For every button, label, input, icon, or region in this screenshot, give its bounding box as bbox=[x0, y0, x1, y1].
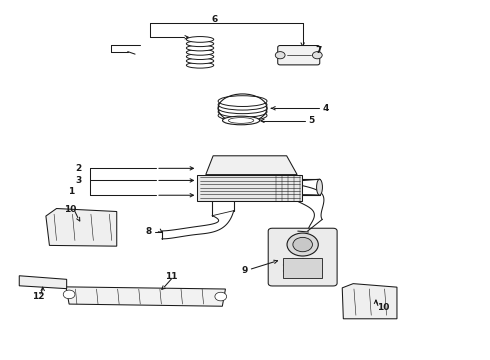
Text: 2: 2 bbox=[76, 164, 82, 173]
Ellipse shape bbox=[228, 118, 254, 123]
Ellipse shape bbox=[186, 62, 214, 68]
Text: 9: 9 bbox=[242, 266, 248, 275]
Ellipse shape bbox=[218, 96, 267, 107]
Bar bbox=[283, 258, 322, 278]
Ellipse shape bbox=[218, 103, 267, 114]
Text: 6: 6 bbox=[212, 15, 218, 24]
Ellipse shape bbox=[215, 292, 227, 301]
FancyBboxPatch shape bbox=[278, 45, 320, 65]
Text: 10: 10 bbox=[64, 205, 76, 214]
Ellipse shape bbox=[218, 107, 267, 117]
Text: 3: 3 bbox=[76, 176, 82, 185]
Ellipse shape bbox=[186, 45, 214, 51]
Ellipse shape bbox=[186, 49, 214, 55]
Text: 8: 8 bbox=[145, 227, 151, 236]
Text: 1: 1 bbox=[68, 187, 74, 196]
Ellipse shape bbox=[275, 51, 285, 59]
Polygon shape bbox=[19, 276, 67, 289]
Ellipse shape bbox=[186, 58, 214, 64]
Ellipse shape bbox=[313, 51, 322, 59]
Ellipse shape bbox=[186, 54, 214, 59]
Text: 12: 12 bbox=[31, 292, 44, 301]
Text: 11: 11 bbox=[166, 271, 178, 280]
Ellipse shape bbox=[63, 290, 75, 299]
Ellipse shape bbox=[293, 237, 313, 252]
Ellipse shape bbox=[317, 179, 322, 195]
Ellipse shape bbox=[218, 110, 267, 121]
Text: 4: 4 bbox=[322, 104, 329, 113]
Bar bbox=[197, 175, 302, 201]
Ellipse shape bbox=[222, 116, 260, 125]
Text: 5: 5 bbox=[308, 116, 314, 125]
FancyBboxPatch shape bbox=[268, 228, 337, 286]
Ellipse shape bbox=[186, 37, 214, 42]
Polygon shape bbox=[342, 284, 397, 319]
Text: 10: 10 bbox=[377, 303, 389, 312]
Text: 7: 7 bbox=[315, 46, 321, 55]
Polygon shape bbox=[66, 287, 225, 306]
Ellipse shape bbox=[287, 233, 318, 256]
Polygon shape bbox=[46, 208, 117, 246]
Polygon shape bbox=[206, 156, 297, 175]
Ellipse shape bbox=[186, 41, 214, 46]
Ellipse shape bbox=[218, 99, 267, 110]
